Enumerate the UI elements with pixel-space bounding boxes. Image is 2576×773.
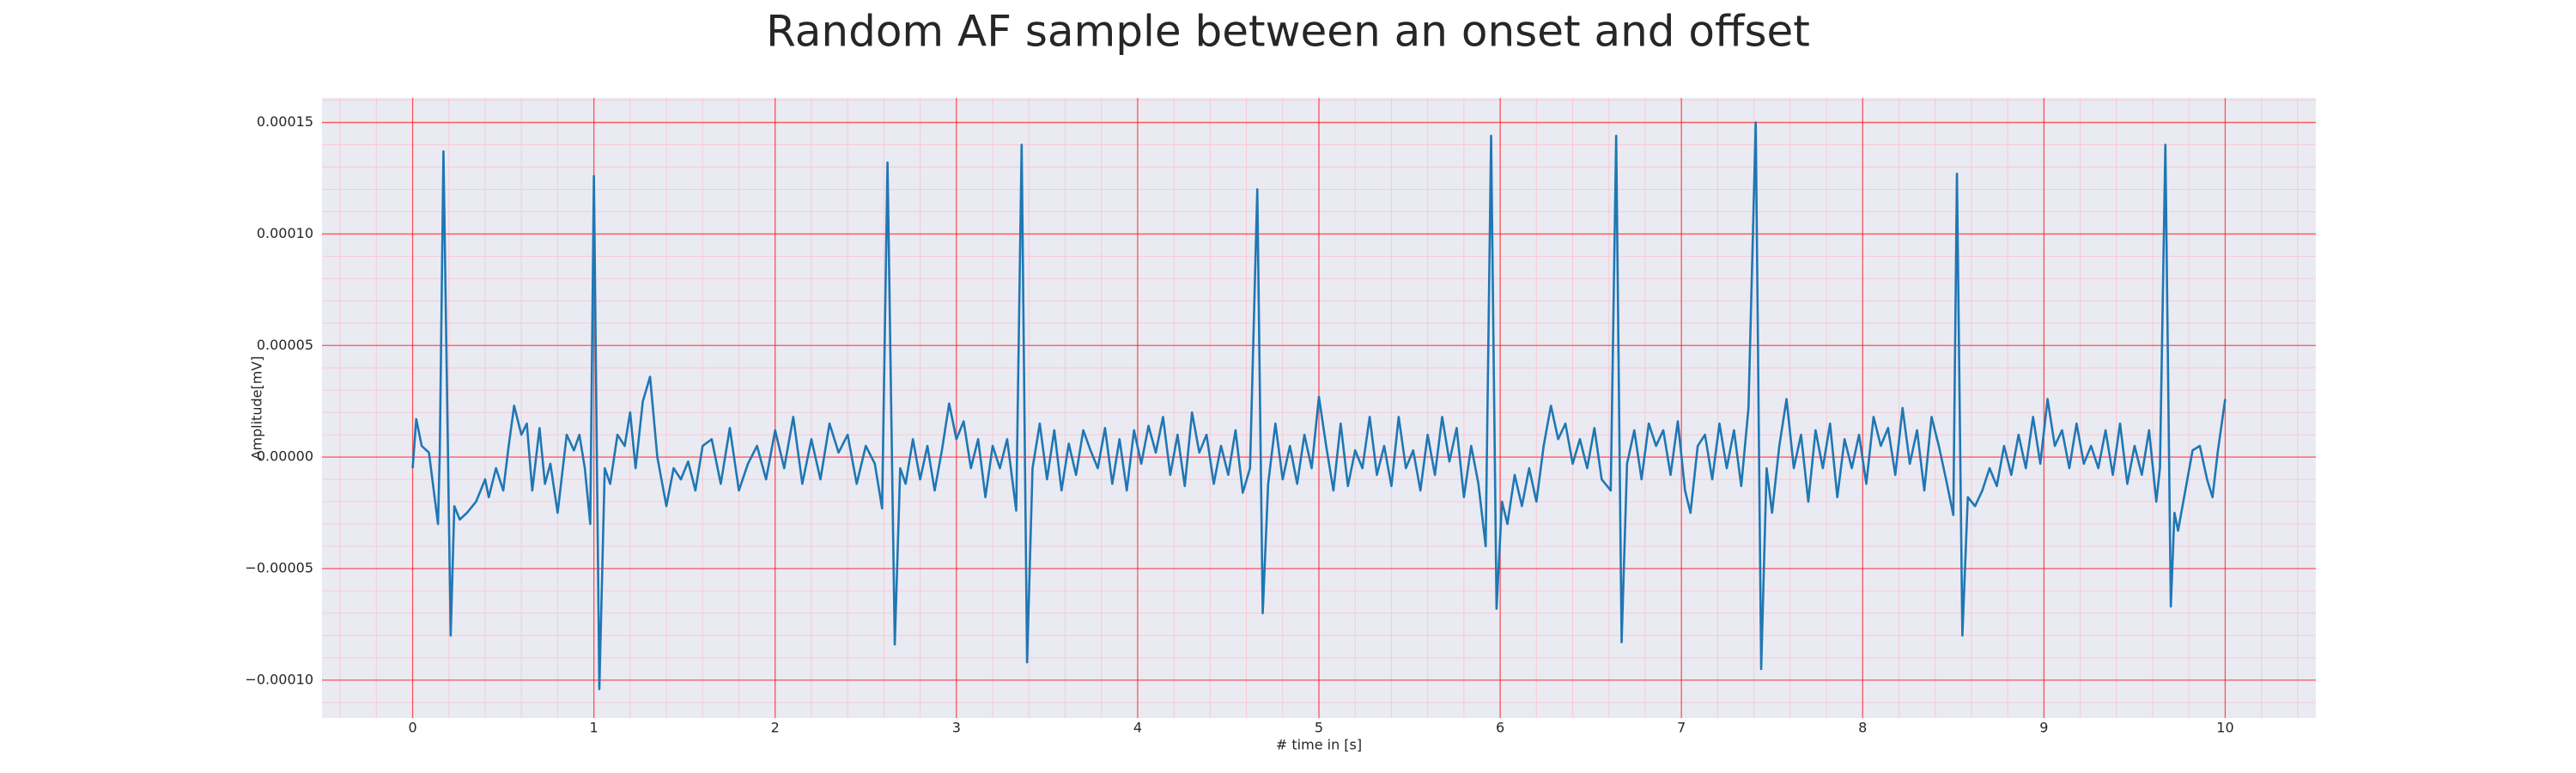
y-tick-label: 0.00015 bbox=[257, 113, 313, 130]
y-tick-label: −0.00005 bbox=[245, 559, 313, 575]
x-tick-label: 7 bbox=[1677, 720, 1686, 736]
x-tick-label: 3 bbox=[952, 720, 961, 736]
x-tick-label: 9 bbox=[2039, 720, 2048, 736]
x-tick-label: 1 bbox=[590, 720, 598, 736]
x-tick-label: 4 bbox=[1133, 720, 1142, 736]
y-tick-label: −0.00010 bbox=[245, 671, 313, 687]
y-tick-label: 0.00000 bbox=[257, 448, 313, 465]
y-tick-label: 0.00005 bbox=[257, 337, 313, 353]
chart-title: Random AF sample between an onset and of… bbox=[766, 7, 1810, 57]
x-axis-label: # time in [s] bbox=[1276, 737, 1362, 753]
x-tick-label: 0 bbox=[408, 720, 416, 736]
x-tick-label: 8 bbox=[1858, 720, 1867, 736]
marks bbox=[411, 121, 2227, 691]
y-tick-label: 0.00010 bbox=[257, 225, 313, 241]
x-tick-label: 2 bbox=[771, 720, 780, 736]
signal-line bbox=[411, 121, 2227, 691]
x-tick-label: 10 bbox=[2216, 720, 2233, 736]
x-tick-label: 6 bbox=[1496, 720, 1504, 736]
y-axis-label: Amplitude[mV] bbox=[249, 356, 265, 460]
x-tick-label: 5 bbox=[1315, 720, 1323, 736]
